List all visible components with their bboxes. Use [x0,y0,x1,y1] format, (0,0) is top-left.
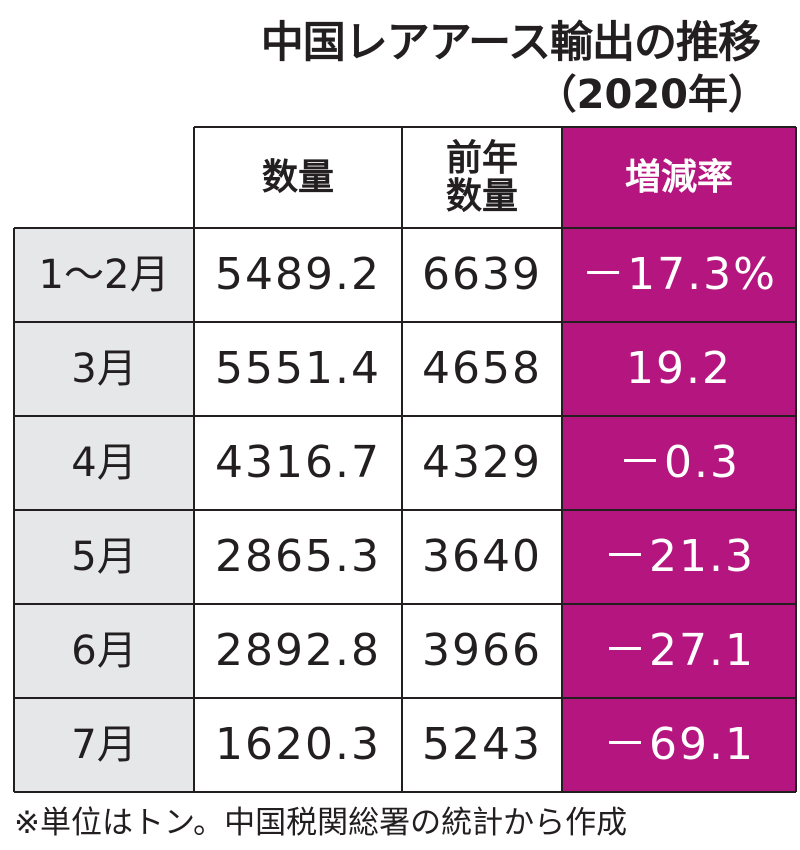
row-quantity: 2892.8 [215,624,381,676]
row-change-rate: －27.1 [603,624,755,676]
row-month: 4月 [14,416,194,510]
grid-line [14,697,796,699]
grid-line [14,509,796,511]
row-prev-quantity: 4658 [422,342,542,394]
grid-line [194,126,796,128]
row-change-rate: －69.1 [603,718,755,770]
grid-line [193,127,195,792]
header-quantity: 数量 [261,156,334,198]
row-month: 6月 [14,604,194,698]
row-prev-quantity: 3640 [422,530,542,582]
row-month: 1～2月 [14,228,194,322]
row-month: 5月 [14,510,194,604]
chart-subtitle: （2020年） [536,72,768,118]
row-quantity: 5489.2 [215,248,381,300]
chart-title: 中国レアアース輸出の推移 [260,18,761,68]
row-quantity: 5551.4 [215,342,381,394]
row-quantity: 1620.3 [215,718,381,770]
grid-line [14,321,796,323]
row-change-rate: －0.3 [618,436,740,488]
grid-line [795,127,797,792]
header-change-rate: 増減率 [624,156,733,198]
row-prev-quantity: 6639 [422,248,542,300]
grid-line [14,415,796,417]
grid-line [401,127,403,792]
grid-line [561,127,563,792]
rate-column-background [562,127,796,792]
row-month: 7月 [14,698,194,792]
row-prev-quantity: 3966 [422,624,542,676]
export-table: 数量 前年 数量 増減率 1～2月 5489.2 6639 －17.3% 3月 5551.4 46… [13,126,797,793]
grid-line [14,603,796,605]
row-change-rate: －21.3 [603,530,755,582]
source-note: ※単位はトン。中国税関総署の統計から作成 [14,805,628,841]
row-change-rate: 19.2 [626,342,732,394]
row-prev-quantity: 4329 [422,436,542,488]
header-prev-quantity: 前年 数量 [445,137,518,217]
grid-line [13,228,15,792]
grid-line [14,227,796,229]
row-change-rate: －17.3% [581,248,777,300]
grid-line [14,791,796,793]
row-quantity: 4316.7 [215,436,381,488]
row-prev-quantity: 5243 [422,718,542,770]
row-month: 3月 [14,322,194,416]
row-quantity: 2865.3 [215,530,381,582]
